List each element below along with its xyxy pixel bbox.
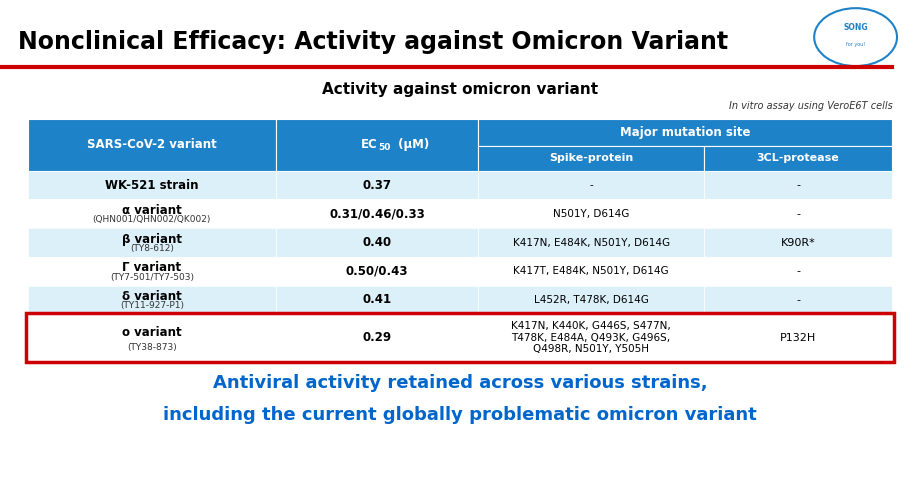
- Text: WK-521 strain: WK-521 strain: [105, 179, 199, 192]
- Text: δ variant: δ variant: [122, 290, 181, 303]
- Circle shape: [813, 8, 896, 66]
- Text: -: -: [795, 180, 800, 190]
- Text: including the current globally problematic omicron variant: including the current globally problemat…: [163, 406, 756, 424]
- Text: (TY8-612): (TY8-612): [130, 244, 174, 253]
- Text: L452R, T478K, D614G: L452R, T478K, D614G: [533, 295, 648, 305]
- Text: β variant: β variant: [121, 233, 182, 246]
- Text: Γ variant: Γ variant: [122, 261, 181, 274]
- Text: -: -: [795, 266, 800, 276]
- Text: 0.50/0.43: 0.50/0.43: [346, 265, 408, 278]
- Text: for you!: for you!: [845, 43, 865, 48]
- Text: P132H: P132H: [779, 333, 815, 343]
- Text: 0.29: 0.29: [362, 331, 391, 345]
- Text: 50: 50: [378, 143, 390, 152]
- Text: Activity against omicron variant: Activity against omicron variant: [322, 82, 597, 97]
- Text: Antiviral activity retained across various strains,: Antiviral activity retained across vario…: [212, 374, 707, 392]
- Text: K417T, E484K, N501Y, D614G: K417T, E484K, N501Y, D614G: [513, 266, 668, 276]
- Text: 3CL-protease: 3CL-protease: [756, 153, 838, 163]
- Text: N501Y, D614G: N501Y, D614G: [552, 209, 629, 219]
- Text: 0.31/0.46/0.33: 0.31/0.46/0.33: [329, 207, 425, 220]
- Text: (TY11-927-P1): (TY11-927-P1): [119, 301, 184, 310]
- Text: K417N, E484K, N501Y, D614G: K417N, E484K, N501Y, D614G: [512, 238, 669, 248]
- Text: (μM): (μM): [393, 138, 428, 151]
- Text: (TY7-501/TY7-503): (TY7-501/TY7-503): [109, 273, 194, 282]
- Text: K90R*: K90R*: [780, 238, 814, 248]
- Text: K417N, K440K, G446S, S477N,
T478K, E484A, Q493K, G496S,
Q498R, N501Y, Y505H: K417N, K440K, G446S, S477N, T478K, E484A…: [511, 321, 670, 354]
- Text: EC: EC: [360, 138, 377, 151]
- Text: α variant: α variant: [122, 204, 181, 217]
- Text: 0.37: 0.37: [362, 179, 391, 192]
- Text: SARS-CoV-2 variant: SARS-CoV-2 variant: [86, 138, 217, 151]
- Text: (TY38-873): (TY38-873): [127, 343, 176, 352]
- Text: In vitro assay using VeroE6T cells: In vitro assay using VeroE6T cells: [728, 101, 891, 111]
- Text: Major mutation site: Major mutation site: [619, 126, 750, 139]
- Text: -: -: [795, 209, 800, 219]
- Text: 0.40: 0.40: [362, 236, 391, 249]
- Text: -: -: [588, 180, 593, 190]
- Text: Nonclinical Efficacy: Activity against Omicron Variant: Nonclinical Efficacy: Activity against O…: [18, 30, 728, 53]
- Text: (QHN001/QHN002/QK002): (QHN001/QHN002/QK002): [93, 215, 210, 224]
- Text: -: -: [795, 295, 800, 305]
- Text: Spike-protein: Spike-protein: [549, 153, 632, 163]
- Text: 0.41: 0.41: [362, 294, 391, 306]
- Text: o variant: o variant: [122, 326, 181, 339]
- Text: SONG: SONG: [843, 23, 867, 32]
